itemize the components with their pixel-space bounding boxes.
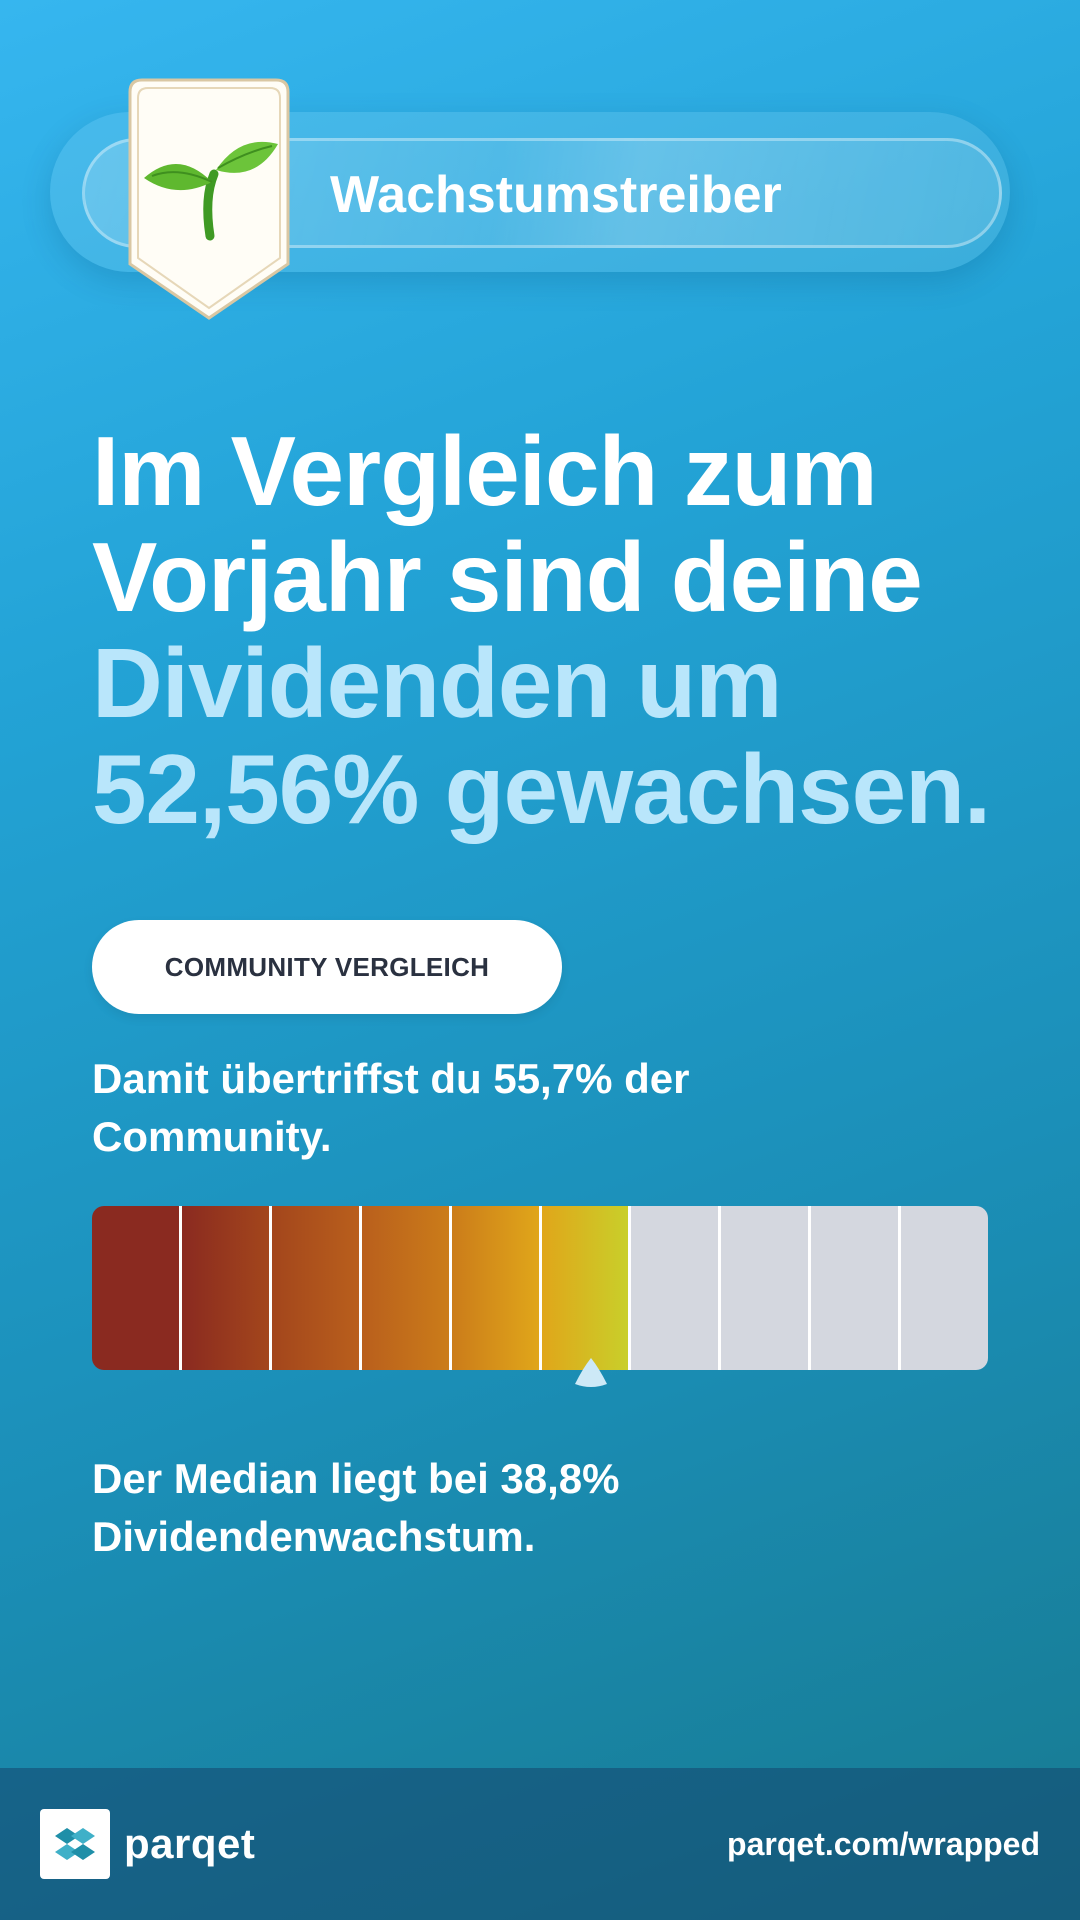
bar-segment-empty (631, 1206, 719, 1370)
bar-divider (718, 1206, 722, 1370)
bar-segment-empty (721, 1206, 809, 1370)
bar-divider (358, 1206, 362, 1370)
community-description-line-2: Community. (92, 1113, 332, 1160)
seedling-icon (128, 78, 290, 320)
bar-segment-empty (811, 1206, 899, 1370)
brand-name: parqet (124, 1820, 256, 1867)
median-description: Der Median liegt bei 38,8% Dividendenwac… (92, 1450, 992, 1566)
bar-segment-filled (92, 1206, 179, 1370)
headline-highlight-1: Dividenden um (92, 628, 782, 738)
footer-url[interactable]: parqet.com/wrapped (727, 1825, 1040, 1862)
headline-line-1: Im Vergleich zum (92, 416, 878, 526)
bar-segment-filled (271, 1206, 359, 1370)
bar-divider (178, 1206, 182, 1370)
brand-logo[interactable]: parqet (40, 1809, 255, 1879)
bar-divider (628, 1206, 632, 1370)
percentile-bar (92, 1206, 988, 1370)
bar-divider (898, 1206, 902, 1370)
bar-divider (268, 1206, 272, 1370)
headline-line-2: Vorjahr sind deine (92, 522, 923, 632)
bar-segment-filled (181, 1206, 269, 1370)
median-description-line-1: Der Median liegt bei 38,8% (92, 1455, 620, 1502)
bar-segment-filled (541, 1206, 629, 1370)
bar-segment-empty (901, 1206, 988, 1370)
bar-divider (808, 1206, 812, 1370)
bar-divider (538, 1206, 542, 1370)
bar-segment-filled (451, 1206, 539, 1370)
parqet-logo-icon (40, 1809, 110, 1879)
footer: parqet parqet.com/wrapped (0, 1768, 1080, 1920)
headline-highlight-2: 52,56% gewachsen. (92, 734, 991, 844)
bar-segment-filled (361, 1206, 449, 1370)
community-description: Damit übertriffst du 55,7% der Community… (92, 1050, 992, 1166)
percentile-marker-icon (575, 1358, 608, 1387)
headline: Im Vergleich zum Vorjahr sind deine Divi… (92, 418, 1052, 842)
bar-divider (448, 1206, 452, 1370)
badge-title: Wachstumstreiber (330, 166, 782, 224)
community-compare-button[interactable]: COMMUNITY VERGLEICH (92, 920, 562, 1014)
community-description-line-1: Damit übertriffst du 55,7% der (92, 1055, 690, 1102)
median-description-line-2: Dividendenwachstum. (92, 1513, 536, 1560)
